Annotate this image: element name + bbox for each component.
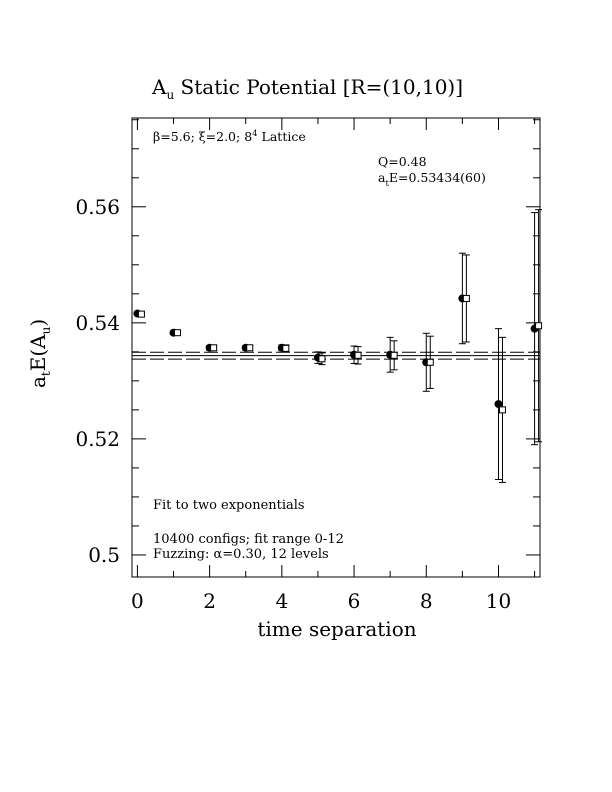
- fuzzing-annotation: Fuzzing: α=0.30, 12 levels: [153, 547, 329, 562]
- data-point-square: [210, 344, 218, 352]
- y-tick-label: 0.56: [75, 195, 120, 219]
- y-axis-label: atE(Au): [26, 319, 53, 388]
- plot-frame: [131, 117, 541, 578]
- x-tick-label: 6: [348, 589, 361, 613]
- data-point-square: [318, 355, 326, 363]
- data-point-square: [354, 351, 362, 359]
- lattice-annotation: β=5.6; ξ=2.0; 84 Lattice: [153, 129, 306, 144]
- q-annotation: Q=0.48: [378, 154, 427, 169]
- data-point-square: [282, 344, 290, 352]
- x-tick-label: 4: [275, 589, 288, 613]
- x-tick-label: 10: [486, 589, 511, 613]
- data-point-square: [426, 358, 434, 366]
- y-tick-label: 0.5: [88, 543, 120, 567]
- data-point-square: [246, 344, 254, 352]
- data-point-square: [137, 310, 145, 318]
- y-tick-label: 0.52: [75, 427, 120, 451]
- data-point-square: [462, 294, 470, 302]
- data-point-square: [535, 322, 543, 330]
- data-point-square: [390, 351, 398, 359]
- fit-type-annotation: Fit to two exponentials: [153, 498, 305, 513]
- data-point-square: [498, 406, 506, 414]
- x-axis-label: time separation: [257, 617, 416, 641]
- fit-energy-annotation: atE=0.53434(60): [378, 170, 486, 189]
- data-point-circle: [494, 400, 503, 409]
- configs-annotation: 10400 configs; fit range 0-12: [153, 532, 344, 547]
- data-point-square: [174, 329, 182, 337]
- x-tick-label: 8: [420, 589, 433, 613]
- plot-area: 0 2 4 6 8 10 0.5 0.52 0.54 0.56: [75, 117, 543, 613]
- x-tick-label: 0: [131, 589, 144, 613]
- y-tick-label: 0.54: [75, 311, 120, 335]
- chart-title: Au Static Potential [R=(10,10)]: [151, 75, 463, 102]
- x-tick-label: 2: [203, 589, 216, 613]
